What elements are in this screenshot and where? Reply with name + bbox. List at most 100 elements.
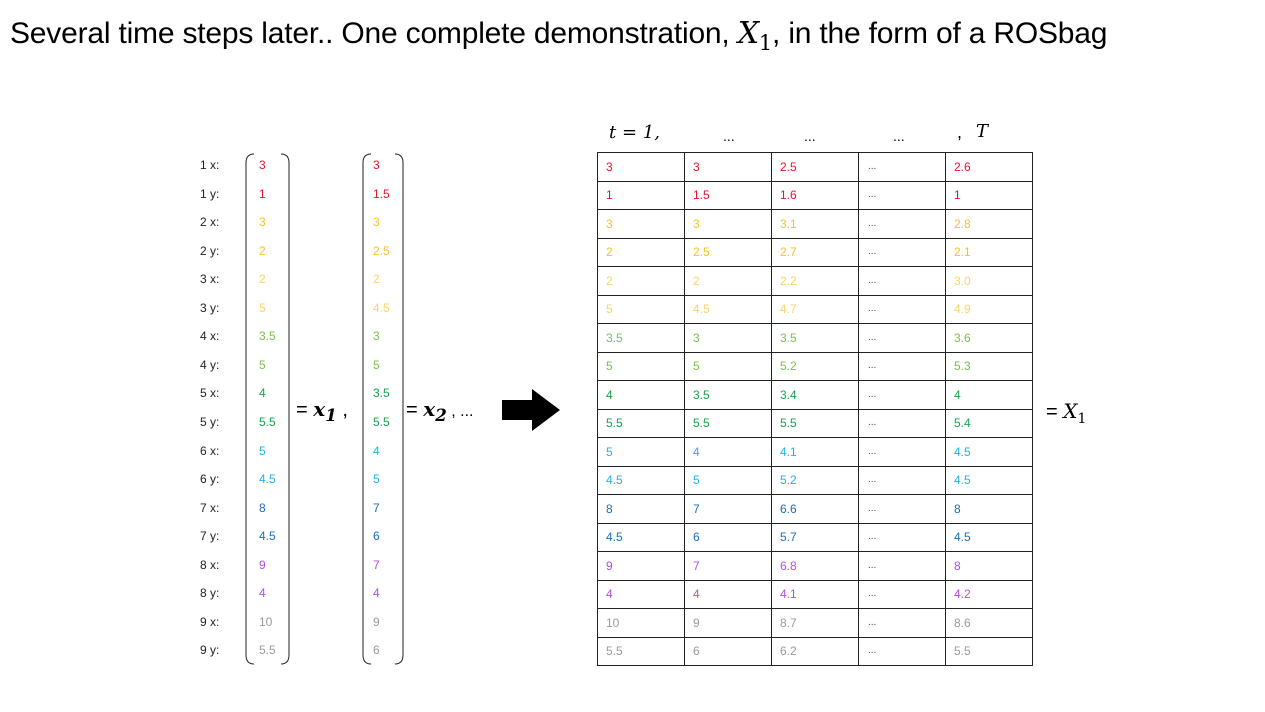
matrix-cell: 5.5 bbox=[684, 408, 772, 438]
matrix-cell: 3.5 bbox=[771, 323, 859, 353]
left-paren bbox=[362, 153, 372, 665]
matrix-cell: 3 bbox=[684, 323, 772, 353]
matrix-cell: 3.4 bbox=[771, 380, 859, 410]
vector-entry: 2.5 bbox=[373, 243, 390, 258]
vector-entry: 5 bbox=[373, 357, 380, 372]
matrix-cell: 4.5 bbox=[597, 465, 685, 495]
equals-x2: = x2 , ... bbox=[406, 397, 474, 425]
matrix-row: 5.5 6 6.2... 5.5 bbox=[597, 636, 1033, 666]
vector-entry: 3 bbox=[373, 329, 380, 344]
matrix-cell-ellipsis: ... bbox=[858, 437, 946, 467]
vector-entry: 5 bbox=[373, 472, 380, 487]
matrix-cell-ellipsis: ... bbox=[858, 522, 946, 552]
matrix-cell: 5.3 bbox=[945, 351, 1033, 381]
matrix-cell: 4.5 bbox=[945, 437, 1033, 467]
title-suffix: , in the form of a ROSbag bbox=[772, 17, 1108, 50]
vector-entry: 6 bbox=[373, 643, 380, 658]
vector-entry: 1.5 bbox=[373, 186, 390, 201]
matrix-cell-ellipsis: ... bbox=[858, 579, 946, 609]
vector-entry: 4.5 bbox=[259, 472, 276, 487]
title-var: X1 bbox=[737, 16, 773, 55]
slide-title: Several time steps later.. One complete … bbox=[10, 12, 1260, 65]
vector-entry: 5.5 bbox=[259, 643, 276, 658]
matrix-row: 1 1.5 1.6... 1 bbox=[597, 180, 1033, 210]
row-label: 1 x: bbox=[200, 158, 220, 172]
vector-entry: 6 bbox=[373, 529, 380, 544]
vector-entry: 4 bbox=[373, 586, 380, 601]
vector-entry: 4.5 bbox=[259, 529, 276, 544]
matrix-cell: 4.5 bbox=[597, 522, 685, 552]
equals-X1: = X1 bbox=[1046, 399, 1087, 427]
matrix-cell: 6.2 bbox=[771, 636, 859, 666]
matrix-cell: 2.2 bbox=[771, 266, 859, 296]
matrix-cell: 5 bbox=[684, 465, 772, 495]
matrix-row: 3 3 2.5... 2.6 bbox=[597, 152, 1033, 182]
row-label: 9 y: bbox=[200, 643, 220, 658]
matrix-cell: 4.7 bbox=[771, 294, 859, 324]
matrix-cell: 4 bbox=[597, 579, 685, 609]
vector-entry: 3 bbox=[259, 158, 266, 172]
matrix-row: 2 2 2.2... 3.0 bbox=[597, 266, 1033, 296]
matrix-cell: 4 bbox=[945, 380, 1033, 410]
matrix-cell: 5.2 bbox=[771, 465, 859, 495]
matrix-row: 4.5 5 5.2... 4.5 bbox=[597, 465, 1033, 495]
time-header-dots-3: ... bbox=[893, 128, 905, 144]
vector-entry: 10 bbox=[259, 614, 273, 629]
matrix-row: 5 5 5.2... 5.3 bbox=[597, 351, 1033, 381]
matrix-cell: 3.5 bbox=[597, 323, 685, 353]
vector-entry: 9 bbox=[373, 614, 380, 629]
matrix-cell-ellipsis: ... bbox=[858, 494, 946, 524]
matrix-cell: 7 bbox=[684, 494, 772, 524]
matrix-cell: 9 bbox=[684, 608, 772, 638]
matrix-cell-ellipsis: ... bbox=[858, 180, 946, 210]
matrix-cell: 4.2 bbox=[945, 579, 1033, 609]
right-paren bbox=[280, 153, 290, 665]
matrix-cell: 2.8 bbox=[945, 209, 1033, 239]
matrix-cell-ellipsis: ... bbox=[858, 294, 946, 324]
matrix-cell: 8 bbox=[945, 551, 1033, 581]
matrix-cell: 3.6 bbox=[945, 323, 1033, 353]
matrix-cell: 1 bbox=[945, 180, 1033, 210]
matrix-cell: 4.1 bbox=[771, 437, 859, 467]
matrix-cell: 2.7 bbox=[771, 237, 859, 267]
row-label: 6 y: bbox=[200, 472, 220, 487]
vector-entry: 1 bbox=[259, 186, 266, 201]
matrix-cell: 4 bbox=[684, 437, 772, 467]
matrix-cell: 5.7 bbox=[771, 522, 859, 552]
matrix-cell-ellipsis: ... bbox=[858, 152, 946, 182]
matrix-cell-ellipsis: ... bbox=[858, 408, 946, 438]
matrix-cell-ellipsis: ... bbox=[858, 266, 946, 296]
matrix-cell: 5 bbox=[597, 437, 685, 467]
matrix-row: 4 3.5 3.4... 4 bbox=[597, 380, 1033, 410]
row-label: 8 x: bbox=[200, 557, 220, 572]
matrix-cell: 2 bbox=[597, 237, 685, 267]
vector-entry: 3.5 bbox=[373, 386, 390, 401]
matrix-cell: 10 bbox=[597, 608, 685, 638]
matrix-cell: 4.5 bbox=[684, 294, 772, 324]
row-label: 4 x: bbox=[200, 329, 220, 344]
row-label: 7 x: bbox=[200, 500, 220, 515]
row-label: 1 y: bbox=[200, 186, 220, 201]
matrix-cell: 4.9 bbox=[945, 294, 1033, 324]
matrix-cell: 4 bbox=[597, 380, 685, 410]
vector-entry: 2 bbox=[259, 272, 266, 287]
matrix-row: 5 4 4.1... 4.5 bbox=[597, 437, 1033, 467]
matrix-row: 2 2.5 2.7... 2.1 bbox=[597, 237, 1033, 267]
right-arrow-icon bbox=[502, 389, 560, 431]
demonstration-matrix: 3 3 2.5... 2.6 1 1.5 1.6... 1 3 3 3.1... 2.8 2 2.5 2.7… bbox=[597, 152, 1033, 666]
matrix-cell-ellipsis: ... bbox=[858, 608, 946, 638]
matrix-cell: 5.5 bbox=[597, 408, 685, 438]
row-label: 4 y: bbox=[200, 357, 220, 372]
matrix-cell: 5.5 bbox=[597, 636, 685, 666]
matrix-cell-ellipsis: ... bbox=[858, 351, 946, 381]
matrix-row: 4 4 4.1... 4.2 bbox=[597, 579, 1033, 609]
matrix-cell: 3 bbox=[597, 152, 685, 182]
time-header-T: T bbox=[976, 121, 989, 142]
matrix-cell: 3.0 bbox=[945, 266, 1033, 296]
matrix-cell: 8 bbox=[945, 494, 1033, 524]
matrix-cell-ellipsis: ... bbox=[858, 323, 946, 353]
matrix-cell: 4.5 bbox=[945, 465, 1033, 495]
matrix-cell: 3 bbox=[684, 209, 772, 239]
time-header-dots-2: ... bbox=[804, 128, 816, 144]
matrix-row: 5.5 5.5 5.5... 5.4 bbox=[597, 408, 1033, 438]
